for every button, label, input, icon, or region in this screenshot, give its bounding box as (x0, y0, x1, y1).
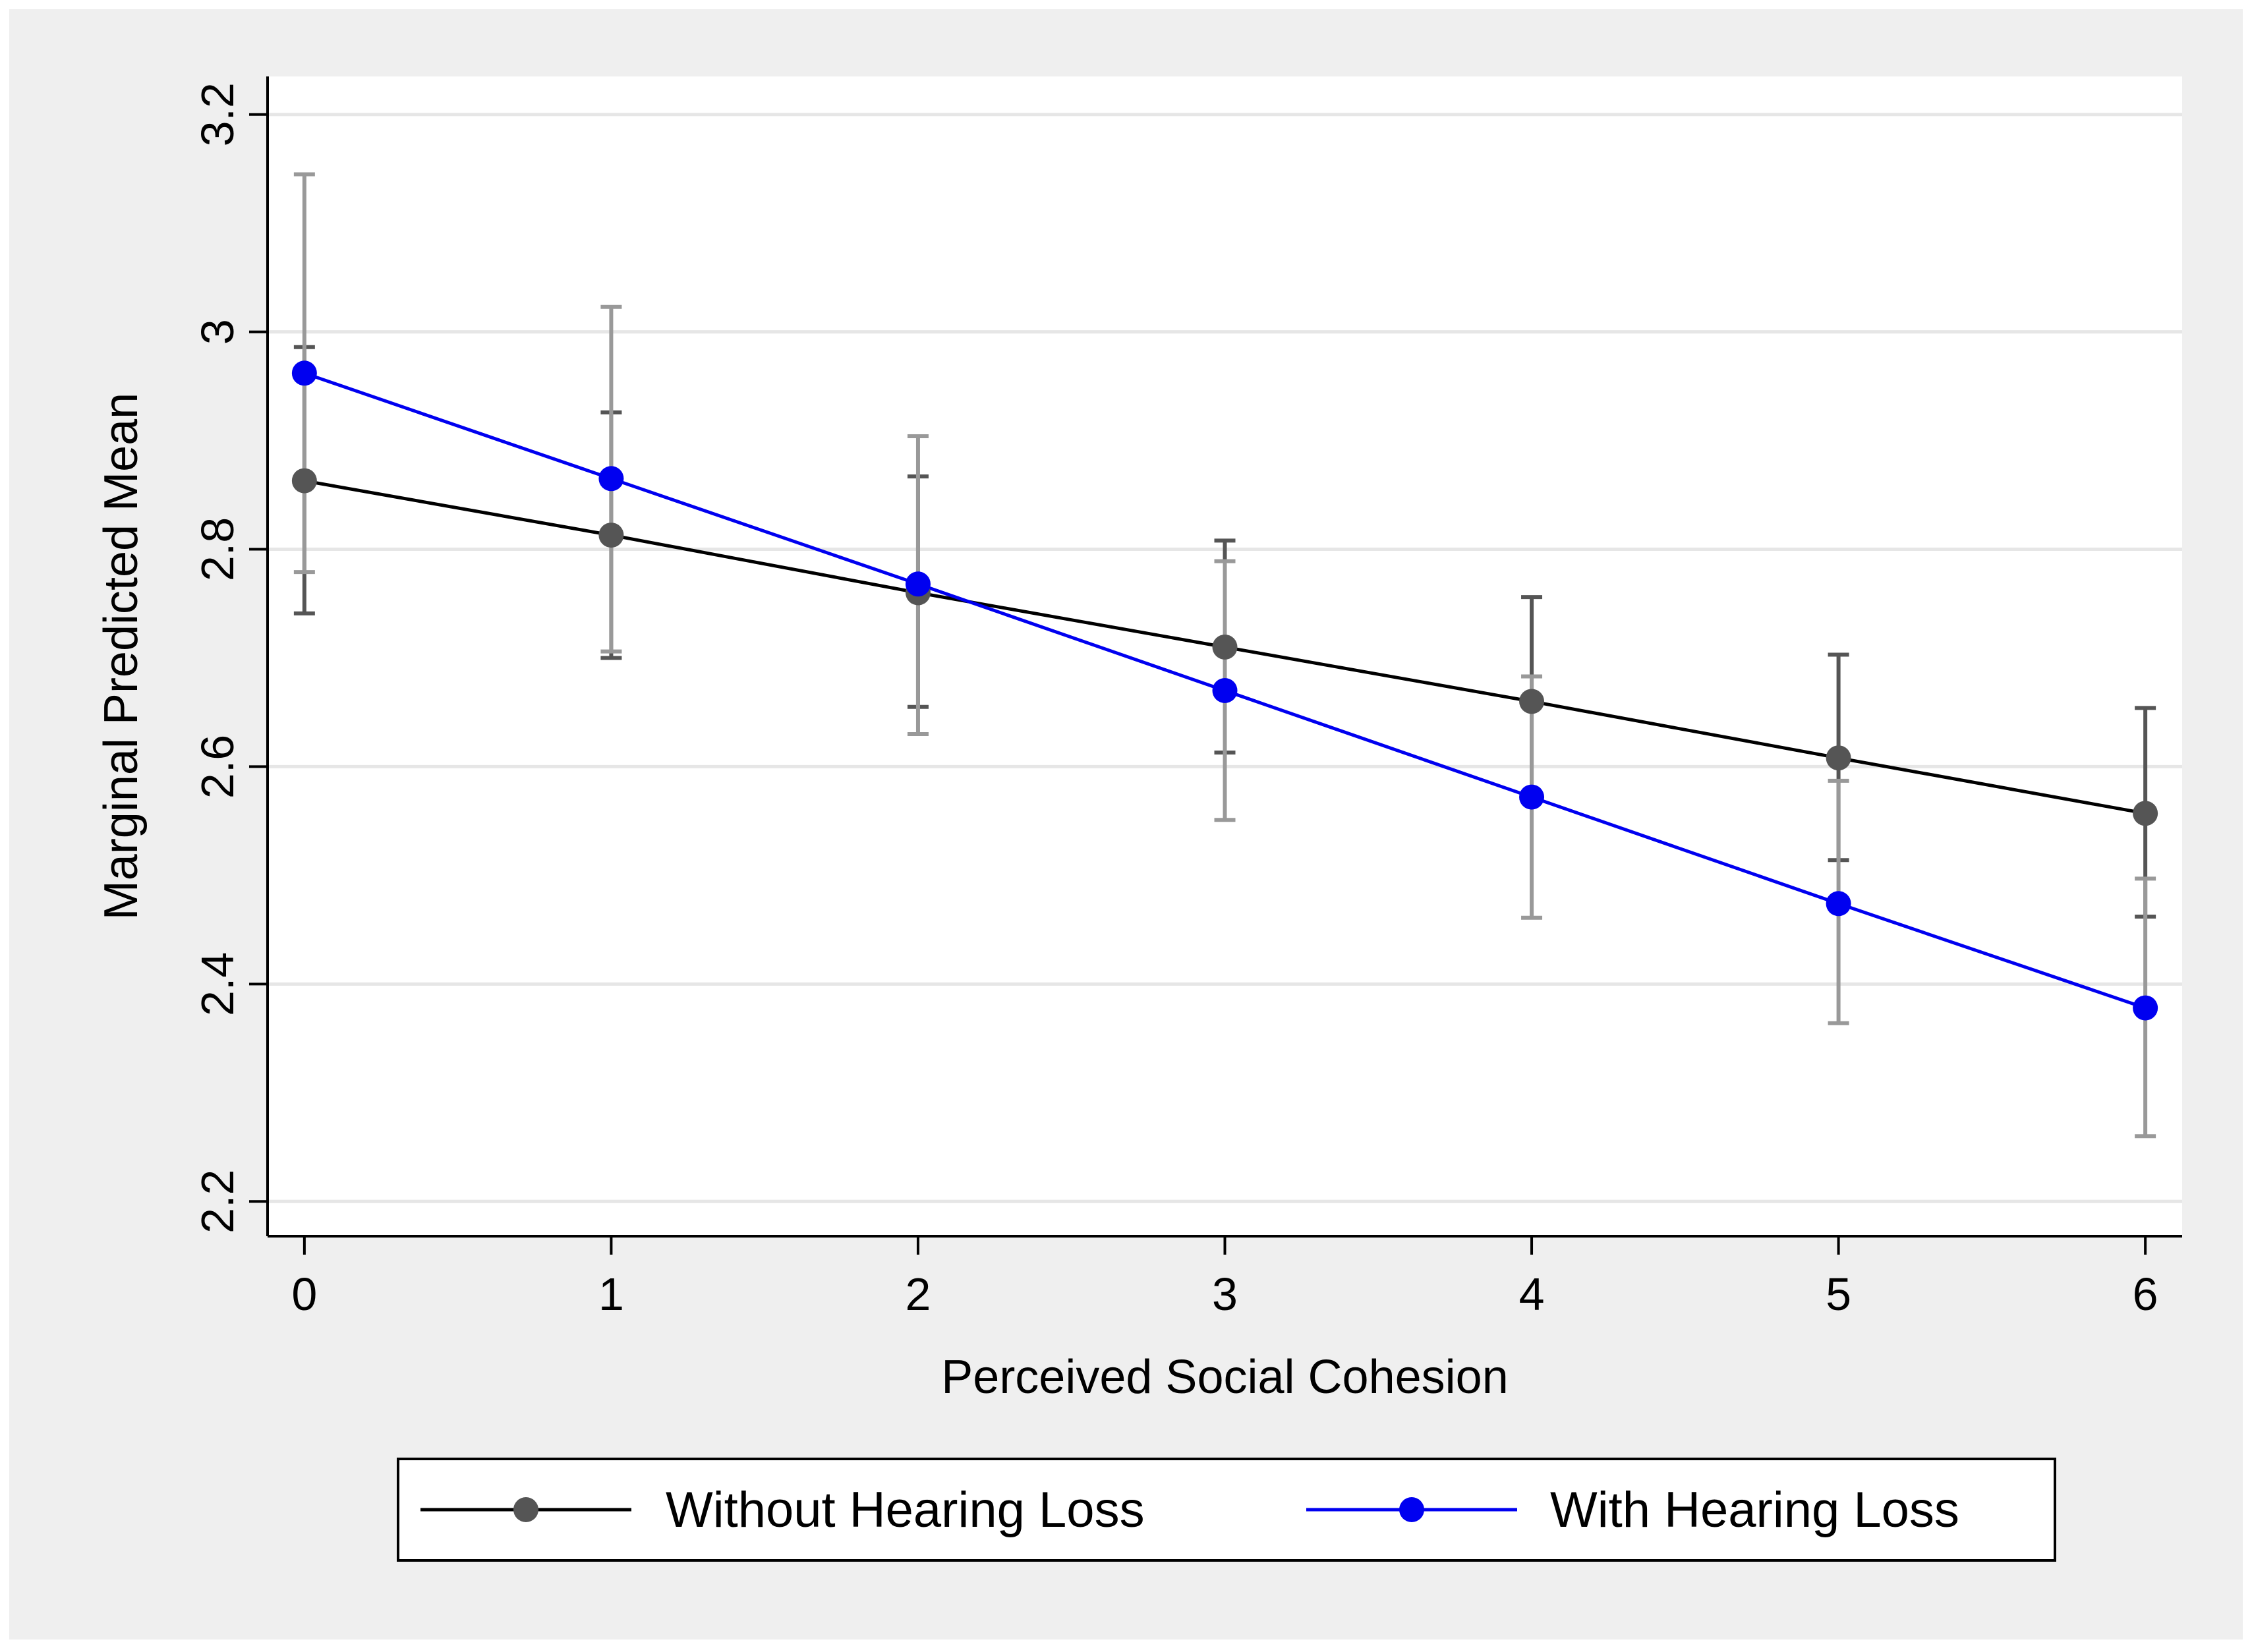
series-markers (291, 360, 2158, 1021)
x-tick-label: 1 (598, 1268, 624, 1320)
data-point (1519, 689, 1545, 714)
x-axis: 0 1 2 3 4 5 6 (268, 1235, 2182, 1320)
x-tick-label: 0 (291, 1268, 317, 1320)
y-tick-label: 2.4 (192, 952, 243, 1016)
data-point (1519, 784, 1545, 810)
y-axis: 2.2 2.4 2.6 2.8 3 3.2 (192, 76, 269, 1236)
x-tick-label: 6 (2133, 1268, 2158, 1320)
data-point (1212, 677, 1238, 703)
legend-label: Without Hearing Loss (666, 1482, 1145, 1538)
data-point (1212, 634, 1238, 660)
x-tick-label: 2 (905, 1268, 931, 1320)
legend-box (397, 1458, 2056, 1562)
y-axis-title: Marginal Predicted Mean (95, 393, 148, 920)
x-tick-label: 4 (1519, 1268, 1545, 1320)
y-tick-label: 2.8 (192, 517, 243, 581)
x-tick-label: 3 (1212, 1268, 1238, 1320)
legend: Without Hearing Loss With Hearing Loss (397, 1458, 2056, 1562)
x-tick-label: 5 (1826, 1268, 1851, 1320)
data-point (2133, 801, 2158, 826)
data-point (291, 360, 317, 386)
data-point (2133, 995, 2158, 1021)
legend-marker (1399, 1497, 1424, 1522)
legend-marker (513, 1497, 538, 1522)
data-point (598, 523, 624, 548)
data-point (905, 571, 931, 597)
y-tick-label: 3 (192, 319, 243, 345)
legend-label: With Hearing Loss (1550, 1482, 1959, 1538)
y-tick-label: 2.6 (192, 735, 243, 799)
data-point (1826, 891, 1851, 917)
data-point (1826, 745, 1851, 771)
data-point (291, 468, 317, 494)
data-point (598, 466, 624, 492)
y-tick-label: 2.2 (192, 1170, 243, 1234)
y-tick-label: 3.2 (192, 82, 243, 146)
x-axis-title: Perceived Social Cohesion (941, 1351, 1508, 1404)
